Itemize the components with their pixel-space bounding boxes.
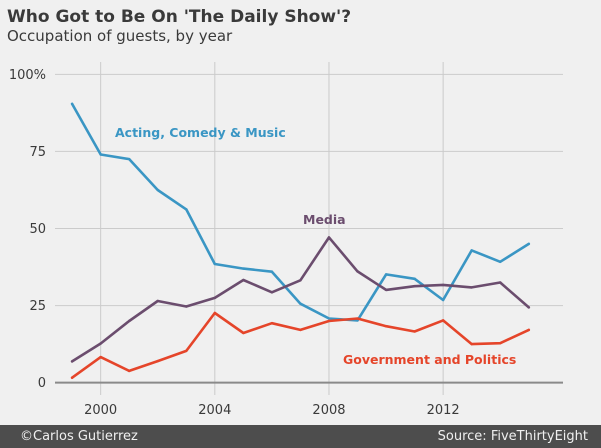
data-point <box>242 267 245 270</box>
y-tick-label: 50 <box>29 222 46 237</box>
data-point <box>384 288 388 292</box>
data-point <box>299 328 302 332</box>
data-point <box>327 236 331 239</box>
data-point <box>270 270 274 273</box>
data-point <box>299 302 302 305</box>
data-point <box>327 317 331 320</box>
data-point <box>299 279 302 282</box>
data-point <box>156 188 159 192</box>
data-point <box>128 157 131 161</box>
data-point <box>384 325 388 328</box>
data-point <box>384 273 388 276</box>
data-point <box>156 299 159 303</box>
footer-source: Source: FiveThirtyEight <box>437 429 588 444</box>
tick-labels: 0 25 50 75 100% 2000 2004 2008 2012 <box>9 68 460 418</box>
data-point <box>527 328 530 332</box>
series-label-government: Government and Politics <box>343 352 516 367</box>
data-point <box>213 262 217 266</box>
data-point <box>213 311 217 315</box>
data-point <box>70 102 74 106</box>
data-point <box>499 342 502 345</box>
data-point <box>527 242 530 246</box>
data-point <box>128 369 131 373</box>
data-point <box>441 319 445 322</box>
data-point <box>413 284 416 288</box>
data-point <box>128 319 131 323</box>
series-line-2 <box>70 311 531 380</box>
data-point <box>99 342 102 345</box>
data-point <box>185 349 188 353</box>
data-point <box>156 359 159 363</box>
data-point <box>356 270 359 273</box>
line-chart: 0 25 50 75 100% 2000 2004 2008 2012 Acting, Come… <box>9 62 563 418</box>
data-point <box>99 153 102 156</box>
data-point <box>327 319 331 323</box>
series-label-acting: Acting, Comedy & Music <box>115 125 286 140</box>
data-point <box>185 208 188 211</box>
chart-title: Who Got to Be On 'The Daily Show'? <box>7 7 352 27</box>
data-point <box>470 342 473 346</box>
y-tick-label: 100% <box>9 68 46 83</box>
data-point <box>213 296 217 300</box>
data-point <box>470 286 473 289</box>
data-point <box>185 305 188 308</box>
data-point <box>242 278 245 282</box>
data-point <box>499 260 502 263</box>
data-point <box>470 249 473 252</box>
data-point <box>242 331 245 335</box>
footer-credit: ©Carlos Gutierrez <box>20 429 138 444</box>
series-line-1 <box>70 236 531 363</box>
data-point <box>70 376 74 379</box>
data-point <box>99 355 102 359</box>
data-point <box>441 283 445 287</box>
data-point <box>270 291 274 294</box>
x-tick-label: 2008 <box>312 403 345 418</box>
chart-subtitle: Occupation of guests, by year <box>7 27 233 45</box>
data-point <box>413 277 416 280</box>
data-point <box>527 306 530 309</box>
data-point <box>499 281 502 284</box>
data-point <box>270 321 274 325</box>
data-point <box>356 317 359 320</box>
x-tick-label: 2000 <box>84 403 117 418</box>
y-tick-label: 0 <box>38 376 46 391</box>
data-point <box>441 298 445 302</box>
y-tick-label: 25 <box>29 299 46 314</box>
y-tick-label: 75 <box>29 145 46 160</box>
series-lines <box>70 102 531 380</box>
footer-bar: ©Carlos Gutierrez Source: FiveThirtyEigh… <box>0 425 601 448</box>
series-label-media: Media <box>303 212 346 227</box>
x-tick-label: 2004 <box>198 403 231 418</box>
data-point <box>413 330 416 333</box>
grid <box>55 62 563 395</box>
series-labels: Acting, Comedy & Music Media Government … <box>115 125 516 367</box>
data-point <box>70 360 74 363</box>
x-tick-label: 2012 <box>427 403 460 418</box>
